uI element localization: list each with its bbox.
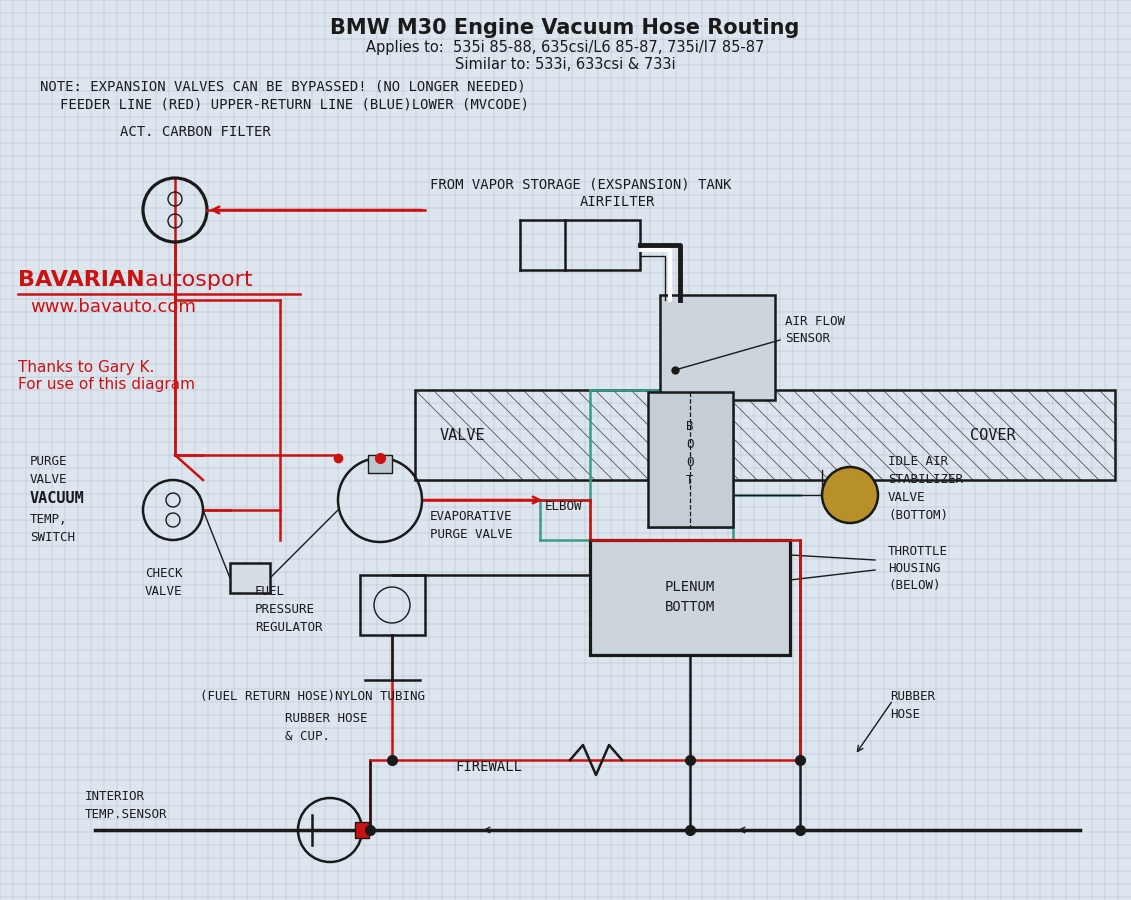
Text: THROTTLE: THROTTLE (888, 545, 948, 558)
Text: (BELOW): (BELOW) (888, 579, 941, 592)
Text: SENSOR: SENSOR (785, 332, 830, 345)
Text: PURGE VALVE: PURGE VALVE (430, 528, 512, 541)
Text: VALVE: VALVE (145, 585, 182, 598)
Text: FIREWALL: FIREWALL (455, 760, 523, 774)
Bar (661, 295, 775, 400)
Text: TEMP,: TEMP, (31, 513, 68, 526)
Text: & CUP.: & CUP. (285, 730, 330, 743)
Text: Similar to: 533i, 633csi & 733i: Similar to: 533i, 633csi & 733i (455, 57, 675, 72)
Bar (355, 822, 369, 838)
Text: Thanks to Gary K.
For use of this diagram: Thanks to Gary K. For use of this diagra… (18, 360, 195, 392)
Text: PURGE: PURGE (31, 455, 68, 468)
Text: HOSE: HOSE (890, 708, 920, 721)
Text: (FUEL RETURN HOSE)NYLON TUBING: (FUEL RETURN HOSE)NYLON TUBING (200, 690, 425, 703)
Text: RUBBER HOSE: RUBBER HOSE (285, 712, 368, 725)
Text: FEEDER LINE (RED) UPPER-RETURN LINE (BLUE)LOWER (MVCODE): FEEDER LINE (RED) UPPER-RETURN LINE (BLU… (60, 97, 529, 111)
Text: AIRFILTER: AIRFILTER (580, 195, 655, 209)
Text: VACUUM: VACUUM (31, 491, 85, 506)
Bar (368, 455, 392, 473)
Bar (230, 563, 270, 593)
Text: PRESSURE: PRESSURE (254, 603, 316, 616)
Text: REGULATOR: REGULATOR (254, 621, 322, 634)
Text: EVAPORATIVE: EVAPORATIVE (430, 510, 512, 523)
Text: HOUSING: HOUSING (888, 562, 941, 575)
Text: AIR FLOW: AIR FLOW (785, 315, 845, 328)
Text: Applies to:  535i 85-88, 635csi/L6 85-87, 735i/l7 85-87: Applies to: 535i 85-88, 635csi/L6 85-87,… (365, 40, 765, 55)
Text: CHECK: CHECK (145, 567, 182, 580)
Circle shape (822, 467, 878, 523)
Text: VALVE: VALVE (888, 491, 925, 504)
Text: STABILIZER: STABILIZER (888, 473, 962, 486)
Text: autosport: autosport (138, 270, 252, 290)
Bar (590, 540, 789, 655)
Bar (648, 392, 733, 527)
Bar (360, 575, 425, 635)
Text: B
O
O
T: B O O T (687, 420, 693, 487)
Bar (415, 390, 1115, 480)
Text: SWITCH: SWITCH (31, 531, 75, 544)
Text: PLENUM
BOTTOM: PLENUM BOTTOM (665, 580, 715, 615)
Text: (BOTTOM): (BOTTOM) (888, 509, 948, 522)
Text: NOTE: EXPANSION VALVES CAN BE BYPASSED! (NO LONGER NEEDED): NOTE: EXPANSION VALVES CAN BE BYPASSED! … (40, 80, 526, 94)
Text: VALVE: VALVE (440, 428, 485, 443)
Text: BAVARIAN: BAVARIAN (18, 270, 145, 290)
Text: BMW M30 Engine Vacuum Hose Routing: BMW M30 Engine Vacuum Hose Routing (330, 18, 800, 38)
Text: FUEL: FUEL (254, 585, 285, 598)
Text: ELBOW: ELBOW (545, 500, 582, 513)
Text: TEMP.SENSOR: TEMP.SENSOR (85, 808, 167, 821)
Text: FROM VAPOR STORAGE (EXSPANSION) TANK: FROM VAPOR STORAGE (EXSPANSION) TANK (430, 178, 732, 192)
Text: www.bavauto.com: www.bavauto.com (31, 298, 196, 316)
Text: RUBBER: RUBBER (890, 690, 935, 703)
Text: VALVE: VALVE (31, 473, 68, 486)
Text: COVER: COVER (970, 428, 1016, 443)
Text: INTERIOR: INTERIOR (85, 790, 145, 803)
Text: IDLE AIR: IDLE AIR (888, 455, 948, 468)
Bar (566, 220, 640, 270)
Text: ACT. CARBON FILTER: ACT. CARBON FILTER (120, 125, 270, 139)
